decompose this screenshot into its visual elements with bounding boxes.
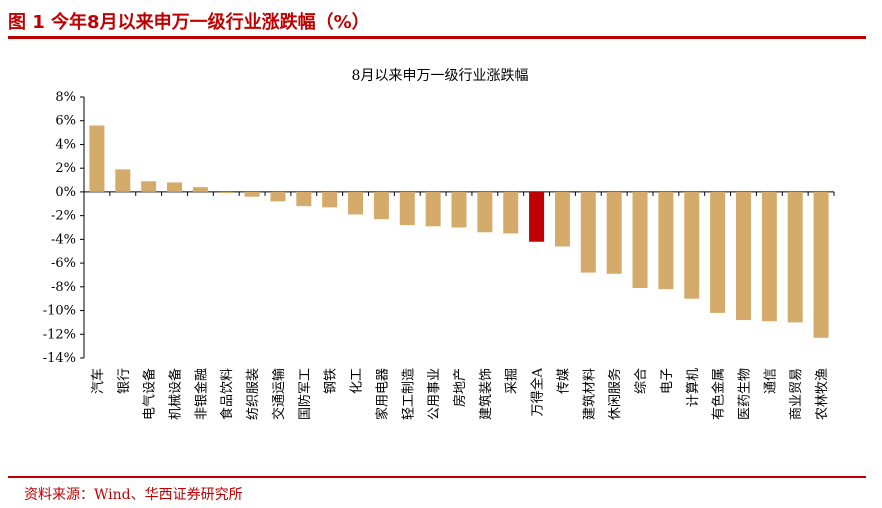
- y-tick-label: -10%: [43, 304, 76, 319]
- chart-title: 8月以来申万一级行业涨跌幅: [352, 68, 529, 84]
- title-rule: [8, 36, 866, 39]
- bar: [813, 191, 829, 338]
- bar: [89, 125, 105, 192]
- category-label: 国防军工: [297, 368, 313, 420]
- category-label: 钢铁: [324, 368, 339, 394]
- category-label: 通信: [763, 368, 778, 394]
- category-label: 电子: [660, 368, 675, 394]
- bar: [710, 191, 726, 313]
- category-label: 建筑材料: [581, 368, 597, 420]
- bar: [606, 191, 622, 274]
- y-tick-label: 6%: [55, 114, 76, 129]
- category-label: 建筑装饰: [478, 368, 494, 420]
- y-tick-label: -12%: [43, 327, 76, 342]
- bar: [658, 191, 674, 290]
- category-label: 万得全A: [530, 367, 546, 416]
- bar: [761, 191, 777, 322]
- category-label: 采掘: [505, 368, 520, 394]
- bar: [373, 191, 389, 220]
- bar: [425, 191, 441, 227]
- bar: [735, 191, 751, 321]
- category-label: 轻工制造: [401, 368, 416, 420]
- y-tick-label: 2%: [55, 161, 76, 176]
- y-axis: 8% 6% 4% 2% 0% -2% -4% -6% -8% -10% -12% -14%: [43, 90, 835, 366]
- category-label: 有色金属: [711, 368, 727, 420]
- y-tick-label: 0%: [55, 185, 76, 200]
- bar: [167, 182, 183, 192]
- category-label: 纺织服装: [246, 368, 261, 420]
- bar: [296, 191, 312, 207]
- y-tick-label: 8%: [55, 90, 76, 105]
- bar: [399, 191, 415, 226]
- bar: [451, 191, 467, 228]
- figure-title: 图 1 今年8月以来申万一级行业涨跌幅（%）: [8, 12, 370, 33]
- y-tick-label: -4%: [51, 232, 76, 247]
- bar: [477, 191, 493, 233]
- category-label: 电气设备: [142, 368, 158, 420]
- bar-chart: 8月以来申万一级行业涨跌幅 8% 6% 4% 2% 0% -2% -4% -6% -8% -10%…: [43, 68, 835, 420]
- bars: [89, 125, 829, 338]
- bar: [684, 191, 700, 299]
- category-label: 计算机: [686, 368, 701, 407]
- bar: [322, 191, 338, 208]
- category-label: 交通运输: [271, 368, 287, 420]
- bar: [218, 191, 234, 194]
- bar: [348, 191, 364, 215]
- x-axis-labels: 汽车 银行 电气设备 机械设备 非银金融 食品饮料 纺织服装 交通运输 国防军工 钢铁 化工 家用电器…: [90, 367, 830, 420]
- bar: [529, 191, 545, 242]
- category-label: 机械设备: [168, 368, 184, 420]
- y-tick-label: 4%: [55, 137, 76, 152]
- category-label: 传媒: [556, 368, 571, 394]
- category-label: 休闲服务: [607, 368, 623, 420]
- bar: [554, 191, 570, 247]
- bar: [270, 191, 286, 202]
- category-label: 化工: [350, 368, 365, 394]
- source-rule: [8, 476, 866, 478]
- category-label: 公用事业: [427, 368, 442, 420]
- category-label: 非银金融: [193, 368, 209, 420]
- bar: [787, 191, 803, 323]
- y-tick-label: -6%: [51, 256, 76, 271]
- category-label: 农林牧渔: [815, 368, 830, 420]
- category-label: 商业贸易: [789, 368, 804, 420]
- category-label: 医药生物: [737, 368, 752, 420]
- category-label: 银行: [117, 368, 132, 394]
- category-label: 综合: [634, 368, 649, 394]
- bar: [503, 191, 519, 234]
- bar: [632, 191, 648, 289]
- source-note: 资料来源：Wind、华西证券研究所: [24, 487, 243, 503]
- category-label: 房地产: [452, 368, 468, 407]
- category-label: 汽车: [90, 368, 106, 394]
- bar: [141, 181, 157, 192]
- bar: [115, 169, 131, 192]
- bar: [244, 191, 260, 197]
- bar: [580, 191, 596, 273]
- category-label: 家用电器: [374, 368, 390, 420]
- y-tick-label: -2%: [51, 209, 76, 224]
- y-tick-label: -14%: [43, 351, 76, 366]
- y-tick-label: -8%: [51, 280, 76, 295]
- bar: [192, 187, 208, 192]
- category-label: 食品饮料: [219, 368, 235, 420]
